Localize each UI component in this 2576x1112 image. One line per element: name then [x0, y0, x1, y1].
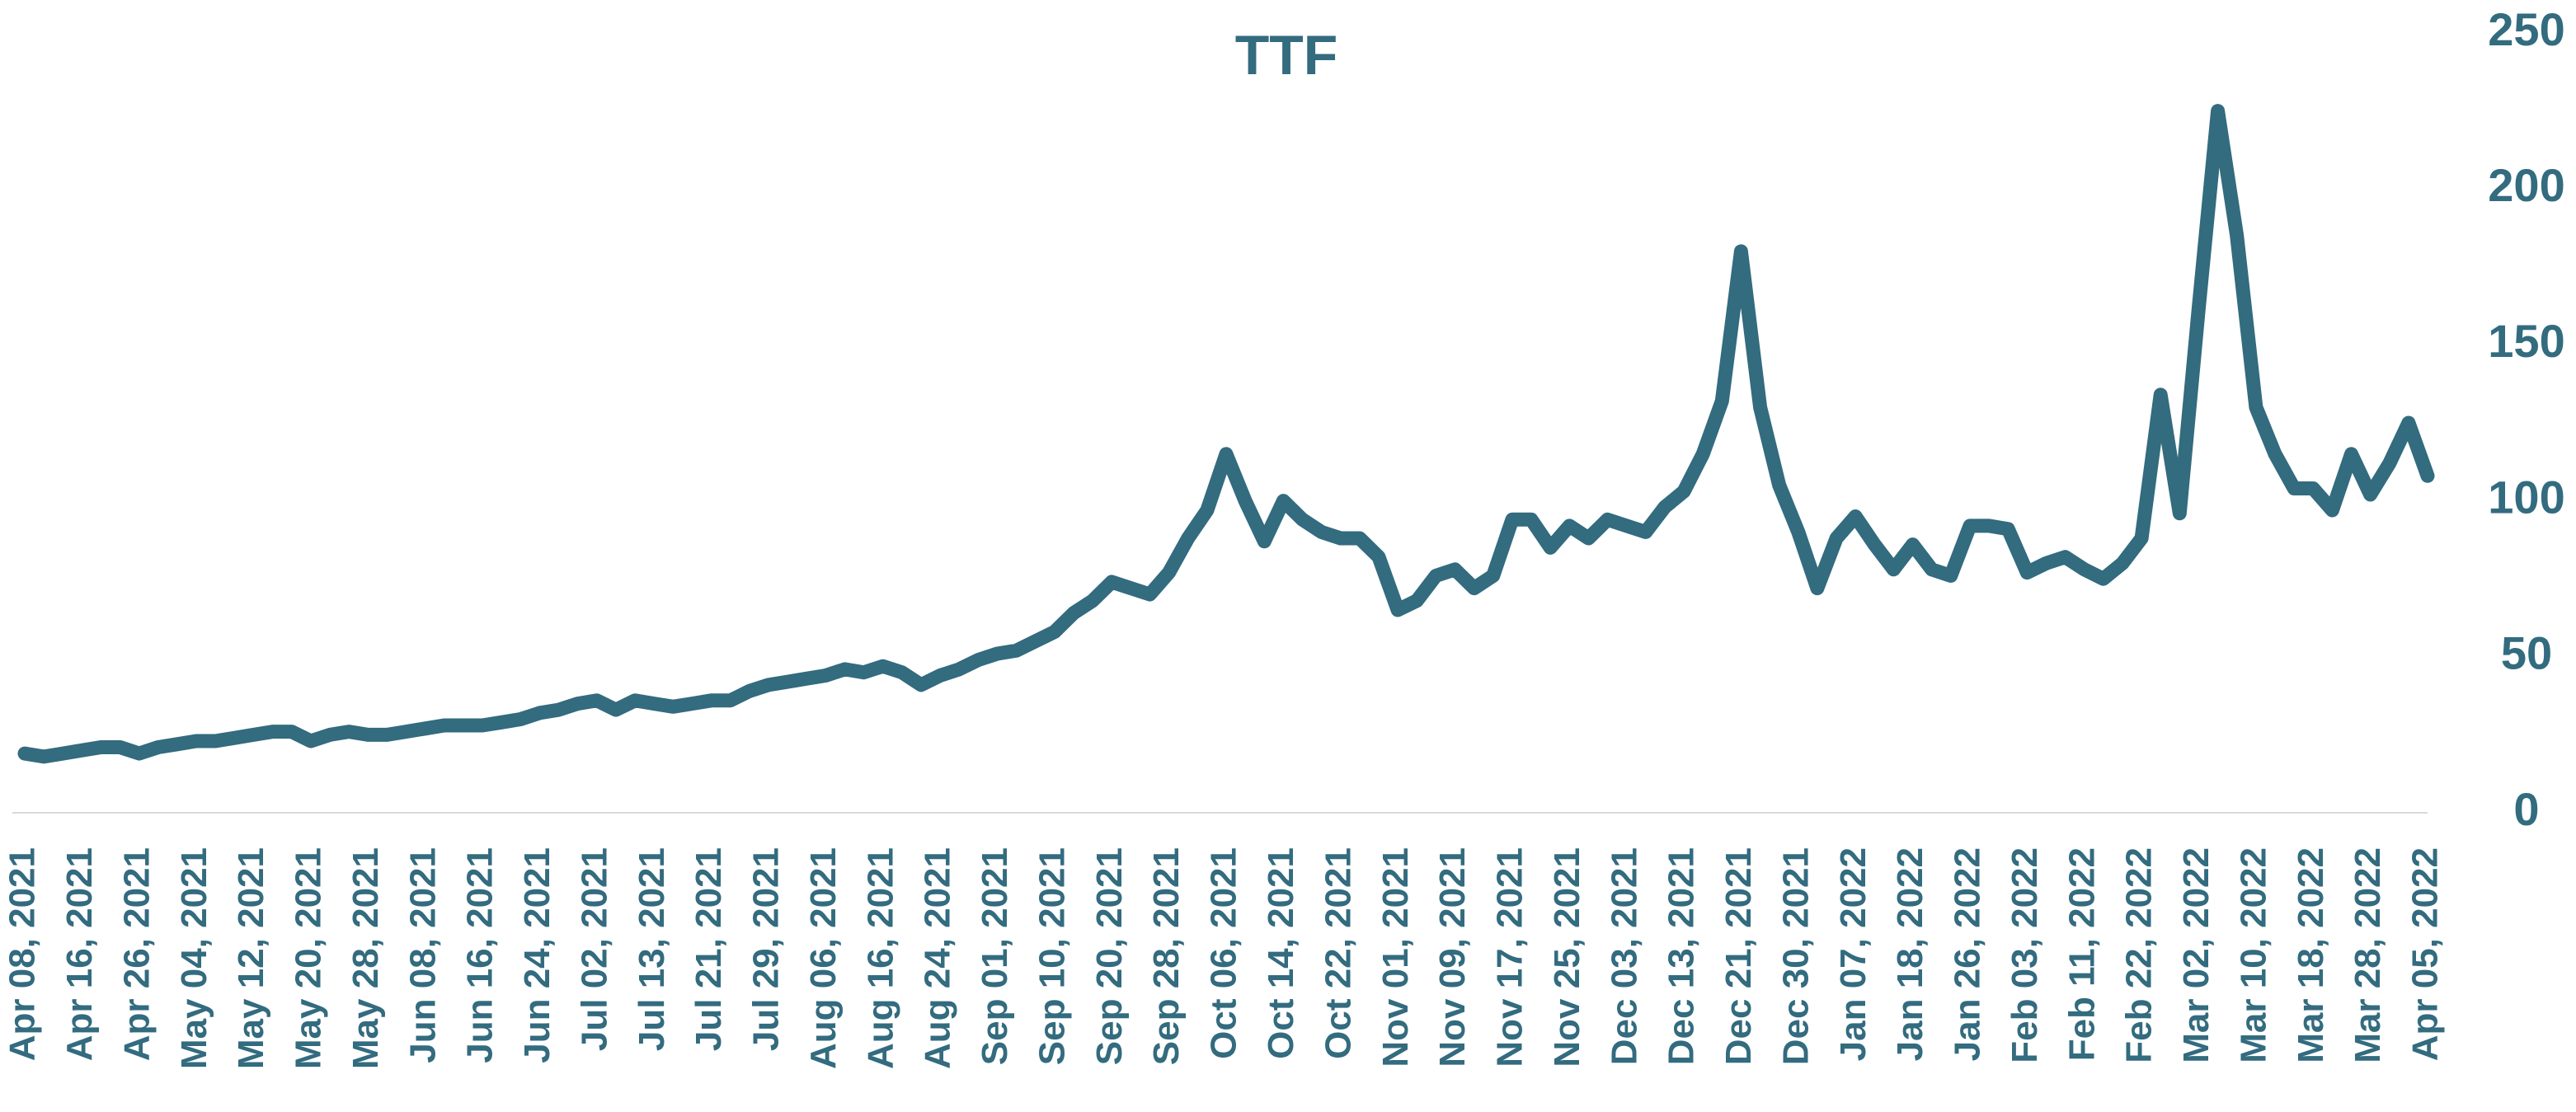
x-tick-label: Mar 10, 2022 [2233, 847, 2273, 1063]
x-tick-label: Oct 06, 2021 [1204, 847, 1244, 1059]
line-series [17, 104, 2435, 764]
x-tick-label: Feb 03, 2022 [2005, 847, 2045, 1063]
x-tick-label: Aug 16, 2021 [860, 847, 900, 1069]
x-tick-label: Dec 30, 2021 [1775, 847, 1816, 1065]
x-tick-label: Sep 28, 2021 [1146, 847, 1187, 1065]
y-tick-label: 100 [2488, 471, 2564, 523]
x-tick-label: Feb 22, 2022 [2119, 847, 2160, 1063]
x-tick-label: Dec 03, 2021 [1604, 847, 1644, 1065]
x-tick-label: Nov 17, 2021 [1490, 847, 1530, 1067]
x-tick-label: Jun 16, 2021 [460, 847, 501, 1063]
x-tick-label: Jan 07, 2022 [1833, 847, 1873, 1061]
x-tick-label: Feb 11, 2022 [2061, 847, 2102, 1061]
x-tick-label: Jul 21, 2021 [689, 847, 729, 1051]
x-tick-label: Sep 20, 2021 [1089, 847, 1130, 1065]
y-tick-label: 0 [2513, 783, 2539, 835]
x-tick-label: Mar 28, 2022 [2348, 847, 2388, 1063]
x-tick-label: Dec 21, 2021 [1718, 847, 1759, 1065]
x-tick-label: May 28, 2021 [346, 847, 386, 1069]
x-tick-label: Oct 22, 2021 [1318, 847, 1358, 1059]
x-tick-label: Oct 14, 2021 [1261, 847, 1301, 1059]
x-tick-label: Aug 06, 2021 [803, 847, 844, 1069]
x-tick-label: Nov 01, 2021 [1375, 847, 1416, 1067]
y-tick-label: 50 [2501, 627, 2552, 679]
x-tick-label: May 04, 2021 [174, 847, 214, 1069]
x-tick-label: Jul 02, 2021 [574, 847, 614, 1051]
x-tick-label: Apr 26, 2021 [116, 847, 157, 1061]
x-tick-label: May 12, 2021 [231, 847, 271, 1069]
x-tick-label: Jan 18, 2022 [1890, 847, 1930, 1061]
x-tick-label: Sep 01, 2021 [975, 847, 1015, 1065]
x-tick-label: Jun 24, 2021 [517, 847, 557, 1063]
x-tick-label: Nov 09, 2021 [1432, 847, 1473, 1067]
x-tick-label: Jun 08, 2021 [402, 847, 443, 1063]
y-tick-label: 150 [2488, 315, 2564, 367]
x-tick-label: Apr 08, 2021 [2, 847, 43, 1061]
y-tick-label: 200 [2488, 159, 2564, 211]
x-tick-label: Jan 26, 2022 [1948, 847, 1988, 1061]
x-tick-label: Aug 24, 2021 [918, 847, 958, 1069]
chart-title: TTF [1235, 24, 1338, 87]
x-tick-label: Mar 18, 2022 [2291, 847, 2331, 1063]
x-tick-label: Sep 10, 2021 [1032, 847, 1072, 1065]
x-tick-label: May 20, 2021 [289, 847, 329, 1069]
x-tick-label: Apr 05, 2022 [2405, 847, 2446, 1061]
y-tick-label: 250 [2488, 3, 2564, 55]
x-tick-label: Apr 16, 2021 [59, 847, 100, 1061]
x-tick-label: Mar 02, 2022 [2176, 847, 2216, 1063]
x-tick-label: Nov 25, 2021 [1547, 847, 1587, 1067]
x-tick-label: Jul 13, 2021 [632, 847, 672, 1051]
x-tick-label: Dec 13, 2021 [1662, 847, 1702, 1065]
x-tick-label: Jul 29, 2021 [746, 847, 787, 1051]
